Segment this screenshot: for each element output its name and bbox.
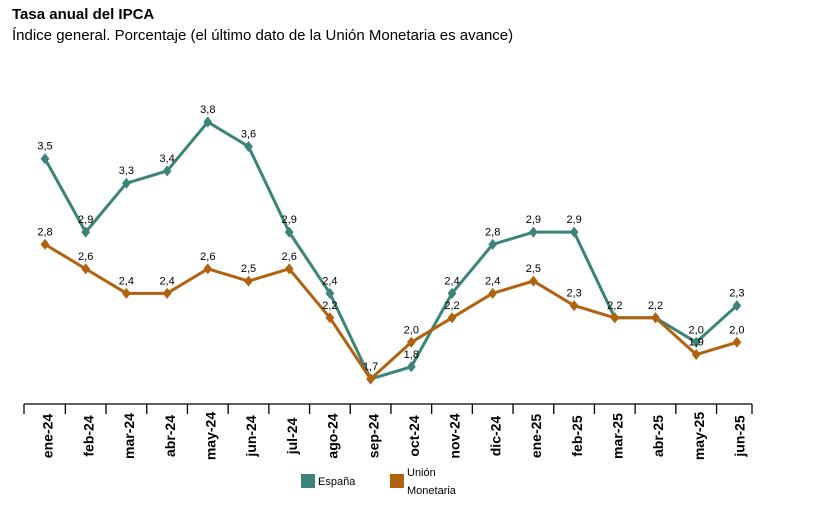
- data-point-marker: [569, 300, 579, 312]
- data-label: 2,5: [241, 263, 256, 275]
- data-label: 1,9: [689, 337, 704, 349]
- data-point-marker: [284, 226, 294, 238]
- x-tick-label: may-25: [691, 412, 707, 460]
- data-label: 2,0: [689, 324, 704, 336]
- data-point-marker: [244, 140, 253, 152]
- legend-swatch-espana: [301, 474, 315, 488]
- data-point-marker: [325, 287, 335, 299]
- x-tick-label: mar-24: [121, 413, 137, 459]
- series-line-espana: [43, 120, 738, 381]
- x-tick-label: jul-24: [284, 418, 300, 456]
- data-label: 3,8: [200, 104, 215, 116]
- data-point-marker: [203, 263, 213, 275]
- data-label: 2,9: [78, 214, 93, 226]
- data-point-marker: [529, 226, 538, 238]
- data-label: 2,2: [607, 300, 622, 312]
- data-label: 2,6: [282, 251, 297, 263]
- legend-label-union-monetaria: Unión: [407, 467, 436, 479]
- x-tick-label: mar-25: [610, 413, 626, 459]
- data-point-marker: [488, 238, 498, 250]
- data-label: 2,4: [444, 275, 459, 287]
- data-label: 3,6: [241, 128, 256, 140]
- data-label: 2,2: [648, 300, 663, 312]
- data-point-marker: [366, 373, 375, 385]
- data-label: 2,8: [37, 226, 52, 238]
- data-point-marker: [732, 300, 742, 312]
- chart-subtitle: Índice general. Porcentaje (el último da…: [12, 27, 514, 44]
- data-label: 2,6: [200, 251, 215, 263]
- data-point-marker: [203, 116, 213, 128]
- x-tick-label: oct-24: [406, 415, 422, 456]
- data-point-marker: [162, 165, 172, 177]
- data-point-marker: [40, 153, 50, 165]
- data-point-marker: [488, 287, 498, 299]
- data-point-marker: [447, 287, 457, 299]
- data-point-marker: [81, 226, 91, 238]
- data-point-marker: [529, 275, 538, 287]
- data-point-marker: [244, 275, 253, 287]
- data-label: 3,3: [119, 165, 134, 177]
- x-tick-label: nov-24: [447, 413, 463, 458]
- data-label: 2,6: [78, 251, 93, 263]
- x-tick-label: ene-24: [40, 414, 56, 459]
- x-tick-label: dic-24: [487, 416, 503, 457]
- data-point-marker: [406, 361, 416, 373]
- data-label: 1,7: [363, 361, 378, 373]
- data-label: 2,2: [444, 300, 459, 312]
- data-point-marker: [122, 177, 131, 189]
- legend-swatch-union-monetaria: [390, 474, 404, 488]
- data-point-marker: [325, 312, 335, 324]
- chart-title: Tasa anual del IPCA: [12, 6, 155, 23]
- x-tick-label: jun-25: [732, 415, 748, 457]
- x-tick-label: feb-25: [569, 415, 585, 456]
- data-point-marker: [651, 312, 660, 324]
- x-tick-label: may-24: [203, 412, 219, 460]
- data-label: 2,3: [729, 288, 744, 300]
- x-tick-label: feb-24: [80, 415, 96, 456]
- data-point-marker: [732, 336, 742, 348]
- data-point-marker: [81, 263, 91, 275]
- data-label: 2,0: [404, 324, 419, 336]
- data-label: 2,0: [729, 324, 744, 336]
- x-tick-label: ago-24: [325, 413, 341, 458]
- data-point-marker: [162, 287, 172, 299]
- data-point-marker: [569, 226, 579, 238]
- data-point-marker: [122, 287, 131, 299]
- data-label: 2,4: [159, 275, 174, 287]
- data-label: 2,4: [119, 275, 134, 287]
- x-tick-label: abr-25: [650, 415, 666, 457]
- data-point-marker: [447, 312, 457, 324]
- data-label: 1,8: [404, 349, 419, 361]
- x-tick-label: jun-24: [243, 415, 259, 457]
- data-label: 2,9: [282, 214, 297, 226]
- data-point-marker: [610, 312, 620, 324]
- data-label: 2,4: [322, 275, 337, 287]
- x-tick-label: sep-24: [365, 414, 381, 459]
- data-point-marker: [691, 336, 701, 348]
- data-label: 3,5: [37, 141, 52, 153]
- data-label: 2,9: [526, 214, 541, 226]
- data-point-marker: [40, 238, 50, 250]
- data-point-marker: [284, 263, 294, 275]
- data-point-marker: [406, 336, 416, 348]
- data-point-marker: [691, 349, 701, 361]
- data-label: 2,5: [526, 263, 541, 275]
- legend-label-union-monetaria: Monetaria: [407, 485, 457, 497]
- x-tick-label: abr-24: [162, 415, 178, 457]
- data-label: 2,9: [566, 214, 581, 226]
- data-label: 2,4: [485, 275, 500, 287]
- series-line-union-monetaria: [44, 243, 738, 381]
- data-label: 3,4: [159, 153, 174, 165]
- legend-label-espana: España: [318, 476, 356, 488]
- data-label: 2,2: [322, 300, 337, 312]
- data-label: 2,3: [566, 288, 581, 300]
- data-label: 2,8: [485, 226, 500, 238]
- x-tick-label: ene-25: [528, 414, 544, 459]
